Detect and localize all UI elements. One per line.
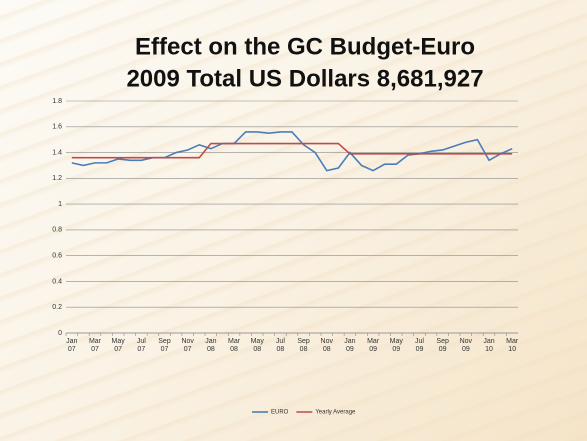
x-tick-label: Sep 07	[158, 338, 171, 353]
y-tick-label: 0	[58, 330, 62, 337]
x-tick-label: Jul 08	[275, 338, 285, 353]
x-tick-label: May 09	[389, 338, 403, 353]
y-tick-label: 0.6	[52, 253, 62, 260]
x-tick-label: Mar 07	[88, 338, 101, 353]
x-tick-label: Jul 09	[415, 338, 424, 353]
line-series	[71, 142, 513, 159]
y-tick-label: 1	[58, 201, 62, 208]
x-tick-label: Jan 09	[344, 338, 356, 353]
y-tick-label: 1.6	[52, 124, 62, 131]
chart-subtitle: 2009 Total US Dollars 8,681,927	[126, 65, 483, 92]
x-tick-label: Mar 10	[506, 338, 519, 353]
y-tick-label: 1.2	[52, 175, 62, 182]
legend-label: EURO	[271, 410, 289, 416]
x-tick-label: Jan 10	[483, 338, 495, 353]
x-tick-label: May 07	[111, 338, 125, 353]
chart-title: Effect on the GC Budget-Euro	[135, 33, 475, 60]
x-tick-label: Nov 08	[320, 338, 333, 353]
y-tick-label: 1.8	[52, 98, 62, 105]
x-tick-label: Sep 09	[436, 338, 449, 353]
legend-label: Yearly Average	[315, 410, 356, 416]
x-tick-label: Mar 08	[228, 338, 241, 353]
x-tick-label: Sep 08	[297, 338, 310, 353]
x-tick-label: Mar 09	[367, 338, 380, 353]
line-series	[71, 131, 513, 172]
y-tick-label: 0.4	[52, 278, 62, 285]
y-tick-label: 0.8	[52, 227, 62, 234]
x-tick-label: May 08	[250, 338, 264, 353]
y-tick-label: 1.4	[52, 149, 62, 156]
x-tick-label: Jul 07	[136, 338, 146, 353]
x-tick-label: Nov 09	[459, 338, 473, 353]
y-tick-label: 0.2	[52, 304, 62, 311]
x-tick-label: Jan 08	[205, 338, 217, 353]
x-tick-label: Jan 07	[66, 338, 78, 353]
x-tick-label: Nov 07	[181, 338, 194, 353]
